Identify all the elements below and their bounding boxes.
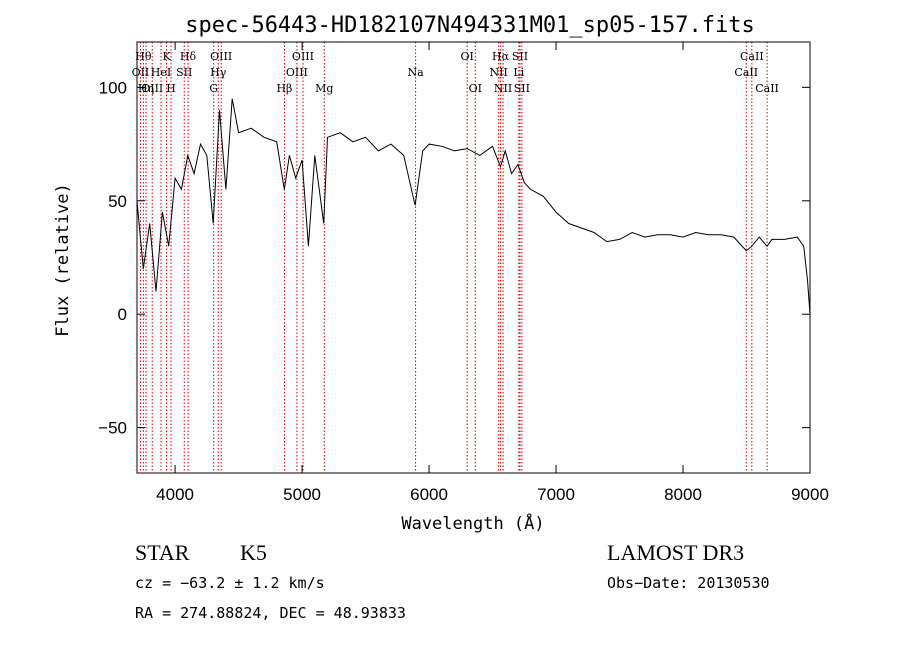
line-label-2: Hη bbox=[138, 82, 154, 95]
y-axis-label: Flux (relative) bbox=[53, 183, 73, 337]
line-label-25: CaII bbox=[734, 66, 758, 79]
line-label-24: SII bbox=[514, 82, 530, 95]
line-label-6: H bbox=[166, 82, 176, 95]
line-marker-layer bbox=[139, 42, 768, 473]
line-label-22: Li bbox=[513, 66, 524, 79]
line-label-8: Hδ bbox=[180, 50, 197, 63]
line-label-21: NII bbox=[494, 82, 512, 95]
line-label-27: CaII bbox=[755, 82, 779, 95]
line-label-16: Na bbox=[408, 66, 425, 79]
object-subclass: K5 bbox=[240, 540, 267, 565]
line-label-12: Hβ bbox=[276, 82, 292, 95]
line-label-9: G bbox=[209, 82, 218, 95]
x-tick-label-0: 4000 bbox=[156, 485, 194, 504]
line-label-26: CaII bbox=[740, 50, 764, 63]
line-label-layer: OIIHθHηOIIIHeIKHSIIHδGHγOIIIHβOIIIOIIIMg… bbox=[132, 50, 779, 95]
line-label-15: Mg bbox=[315, 82, 333, 95]
x-tick-label-4: 8000 bbox=[664, 485, 702, 504]
plot-frame bbox=[136, 41, 811, 474]
line-label-14: OIII bbox=[292, 50, 314, 63]
line-label-3: OIII bbox=[141, 82, 163, 95]
x-tick-label-2: 6000 bbox=[410, 485, 448, 504]
y-tick-label-1: 0 bbox=[118, 305, 127, 324]
line-label-23: SII bbox=[512, 50, 528, 63]
y-tick-label-2: 50 bbox=[108, 192, 127, 211]
line-label-17: OI bbox=[460, 50, 473, 63]
chart-title: spec-56443-HD182107N494331M01_sp05-157.f… bbox=[185, 13, 755, 38]
y-tick-label-3: 100 bbox=[99, 78, 127, 97]
object-class: STAR bbox=[135, 540, 190, 565]
y-tick-label-0: −50 bbox=[98, 419, 127, 438]
x-tick-label-1: 5000 bbox=[283, 485, 321, 504]
line-label-18: OI bbox=[469, 82, 482, 95]
line-label-13: OIII bbox=[286, 66, 308, 79]
x-axis-label: Wavelength (Å) bbox=[401, 512, 544, 534]
x-tick-label-3: 7000 bbox=[537, 485, 575, 504]
line-label-11: OIII bbox=[210, 50, 232, 63]
line-label-1: Hθ bbox=[135, 50, 152, 63]
ra-dec: RA = 274.88824, DEC = 48.93833 bbox=[135, 604, 406, 622]
line-label-20: Hα bbox=[492, 50, 510, 63]
x-tick-label-5: 9000 bbox=[791, 485, 829, 504]
redshift-cz: cz = −63.2 ± 1.2 km/s bbox=[135, 574, 325, 592]
survey-name: LAMOST DR3 bbox=[607, 540, 744, 565]
tick-layer: 4000 5000 6000 7000 8000 9000 −50 0 50 100 bbox=[98, 42, 829, 504]
line-label-7: SII bbox=[176, 66, 192, 79]
line-label-5: K bbox=[162, 50, 171, 63]
spectrum-line bbox=[136, 98, 811, 315]
line-label-19: NII bbox=[489, 66, 507, 79]
line-label-10: Hγ bbox=[210, 66, 227, 79]
line-label-0: OII bbox=[132, 66, 150, 79]
obs-date: Obs−Date: 20130530 bbox=[607, 574, 770, 592]
line-label-4: HeI bbox=[151, 66, 171, 79]
